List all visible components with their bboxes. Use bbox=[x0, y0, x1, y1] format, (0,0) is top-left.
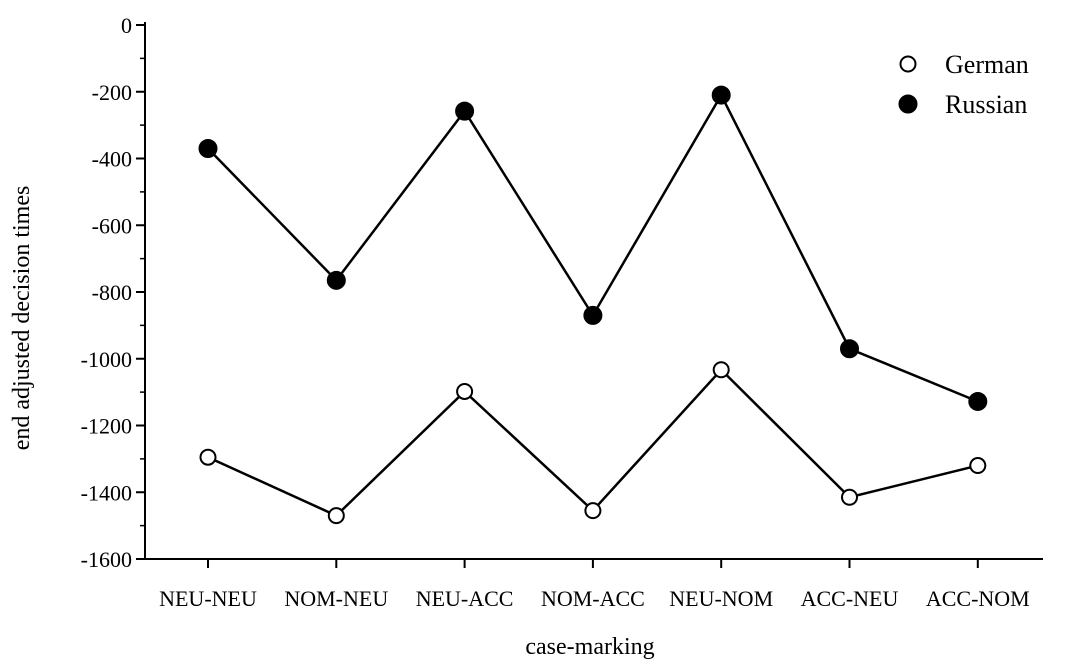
data-point-russian bbox=[711, 85, 731, 105]
x-ticks: NEU-NEU NOM-NEU NEU-ACC NOM-ACC NEU-NOM ACC-N… bbox=[159, 559, 1030, 611]
x-tick-label: NEU-NEU bbox=[159, 586, 257, 611]
data-point-german bbox=[327, 507, 345, 525]
series-line-russian bbox=[207, 92, 979, 403]
data-point-german bbox=[712, 361, 730, 379]
y-tick-label: -1400 bbox=[81, 480, 132, 505]
y-tick-label: -1200 bbox=[81, 414, 132, 439]
x-tick-label: NOM-ACC bbox=[541, 586, 645, 611]
x-tick-label: NEU-ACC bbox=[416, 586, 514, 611]
x-tick-label: NEU-NOM bbox=[669, 586, 773, 611]
data-point-russian bbox=[968, 391, 988, 411]
data-point-russian bbox=[455, 101, 475, 121]
series-group bbox=[198, 85, 988, 525]
axes bbox=[144, 22, 1043, 560]
legend-marker bbox=[898, 94, 918, 114]
y-ticks: 0 -200 -400 -600 -800 -1000 -1200 -1400 -1600 bbox=[81, 13, 145, 572]
data-point-german bbox=[456, 382, 474, 400]
data-point-german bbox=[584, 502, 602, 520]
legend: German Russian bbox=[898, 50, 1029, 119]
x-axis-title: case-marking bbox=[525, 634, 654, 660]
x-tick-label: NOM-NEU bbox=[284, 586, 388, 611]
x-tick-label: ACC-NOM bbox=[926, 586, 1030, 611]
y-axis-title: end adjusted decision times bbox=[9, 186, 35, 451]
data-point-russian bbox=[583, 305, 603, 325]
data-point-russian bbox=[198, 138, 218, 158]
data-point-russian bbox=[326, 270, 346, 290]
series-line-german bbox=[207, 367, 979, 518]
data-point-german bbox=[841, 488, 858, 506]
y-tick-label: -1600 bbox=[81, 547, 132, 572]
data-point-german bbox=[199, 448, 217, 466]
x-tick-label: ACC-NEU bbox=[801, 586, 899, 611]
y-tick-label: -1000 bbox=[81, 347, 132, 372]
y-tick-label: -200 bbox=[92, 80, 132, 105]
data-point-german bbox=[969, 457, 987, 475]
y-tick-label: -400 bbox=[92, 147, 132, 172]
legend-label: Russian bbox=[945, 90, 1027, 119]
y-tick-label: -600 bbox=[92, 213, 132, 238]
legend-marker bbox=[899, 55, 917, 73]
y-tick-label: 0 bbox=[121, 13, 132, 38]
legend-label: German bbox=[945, 50, 1029, 79]
y-tick-label: -800 bbox=[92, 280, 132, 305]
data-point-russian bbox=[840, 339, 859, 359]
